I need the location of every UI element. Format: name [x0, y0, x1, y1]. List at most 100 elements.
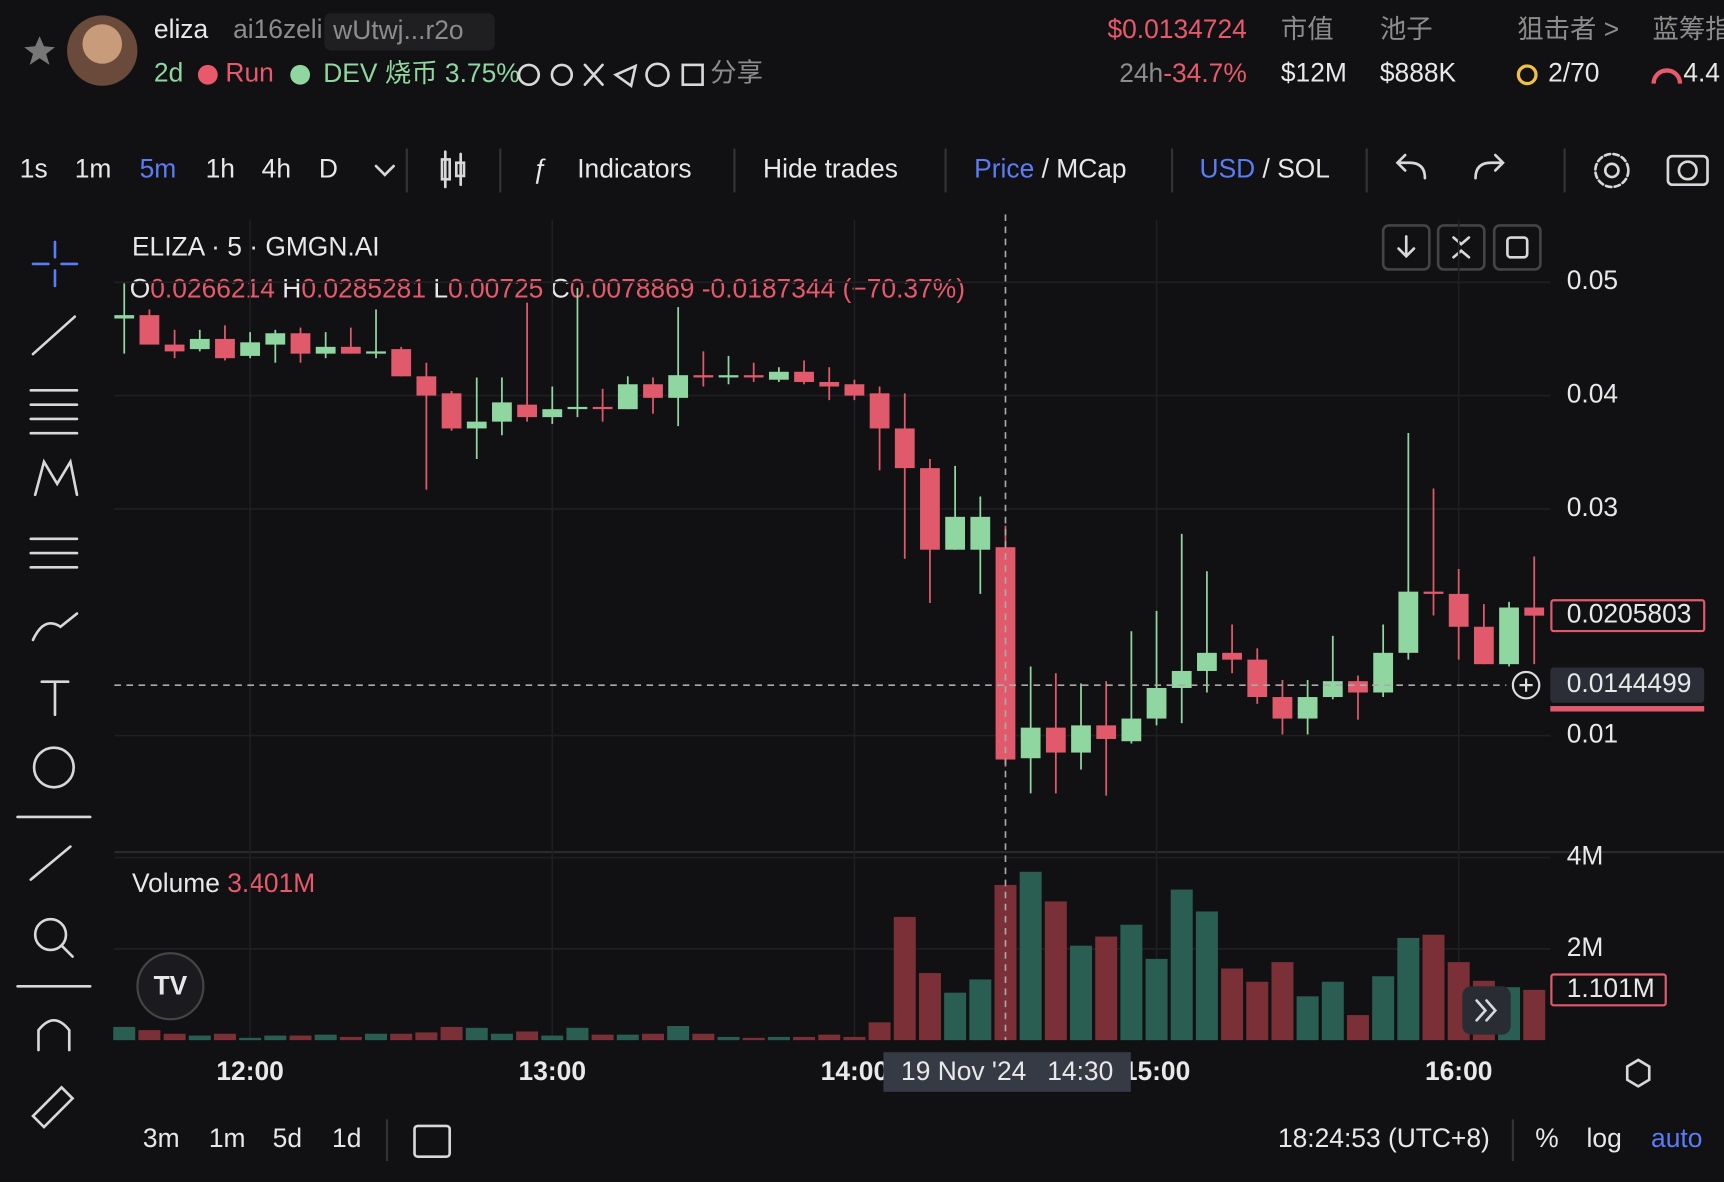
candle-body	[1423, 591, 1444, 594]
volume-bar	[868, 1022, 891, 1041]
pane-buttons[interactable]	[1381, 224, 1542, 271]
stat-label: 市值	[1281, 14, 1334, 44]
candle-body	[1171, 670, 1192, 688]
dev: DEV 烧币 3.75%	[323, 58, 519, 88]
volume-bar	[1523, 989, 1546, 1041]
volume-bar	[1145, 958, 1168, 1041]
add-alert-plus	[1519, 678, 1533, 692]
candle-body	[1247, 659, 1268, 698]
range[interactable]: 1m	[209, 1123, 246, 1153]
interval[interactable]: 5m	[140, 153, 177, 183]
volume-bar	[843, 1036, 866, 1041]
volume-bar	[1019, 871, 1042, 1041]
hide-trades[interactable]: Hide trades	[763, 153, 898, 183]
candle-body	[1272, 697, 1293, 719]
candle-body	[542, 409, 563, 418]
candle-body	[1096, 725, 1117, 739]
volume-bar	[541, 1035, 564, 1041]
volume-bar	[365, 1033, 388, 1041]
share[interactable]: 分享	[710, 58, 763, 88]
sol-toggle[interactable]: SOL	[1277, 153, 1330, 183]
volume-bar	[918, 973, 941, 1041]
axis-settings[interactable]	[1625, 1058, 1651, 1088]
interval[interactable]: 1h	[206, 153, 235, 183]
volume-bar	[818, 1034, 841, 1041]
favorite-star[interactable]	[24, 36, 55, 65]
stat-value: $12M	[1281, 58, 1347, 88]
volume-bar	[1044, 901, 1067, 1041]
add-alert[interactable]	[1511, 670, 1541, 700]
address-box[interactable]	[324, 13, 495, 51]
volume-bar	[465, 1027, 488, 1041]
price-toggle[interactable]: Price	[974, 153, 1034, 183]
calendar[interactable]	[413, 1124, 452, 1159]
interval-dropdown[interactable]	[374, 164, 395, 177]
candle-body	[1121, 718, 1142, 742]
intervals: 1s 1m 5m 1h 4h D	[20, 153, 338, 183]
candle-body	[1448, 593, 1469, 627]
chart-title: ELIZA · 5 · GMGN.AI	[132, 231, 380, 261]
slash: /	[1042, 153, 1050, 183]
price: $0.0134724	[1107, 14, 1246, 44]
candle-body	[164, 344, 185, 352]
candle-body	[466, 421, 487, 429]
candle-body	[114, 315, 135, 319]
range[interactable]: 1d	[332, 1123, 361, 1153]
undo[interactable]	[1395, 153, 1427, 180]
interval[interactable]: 1s	[20, 153, 48, 183]
interval[interactable]: 1m	[75, 153, 112, 183]
candle-body	[1348, 681, 1368, 693]
volume-bar	[944, 992, 967, 1041]
candle-body	[1373, 652, 1394, 693]
drawing-tools[interactable]	[16, 240, 92, 1129]
tv-logo[interactable]	[136, 952, 205, 1021]
settings[interactable]	[1594, 152, 1630, 189]
price-mcap[interactable]: Price / MCap	[974, 153, 1126, 183]
range[interactable]: 3m	[143, 1123, 180, 1153]
candle-body	[441, 393, 462, 429]
crosshair-date-box	[883, 1052, 1131, 1092]
volume-bar	[1346, 1015, 1369, 1041]
bluechip-icon	[1651, 68, 1683, 84]
candle-type-icon[interactable]	[440, 150, 466, 189]
percent-scale[interactable]: %	[1535, 1123, 1558, 1153]
indicators[interactable]: Indicators	[577, 153, 691, 183]
crosshair-time: 14:30	[1047, 1056, 1113, 1086]
volume-bar	[969, 979, 992, 1041]
change: 24h-34.7%	[1119, 58, 1247, 88]
run: Run	[225, 58, 273, 88]
volume-bar	[213, 1033, 236, 1041]
candle-body	[643, 384, 663, 398]
ohlc-change: -0.0187344 (−70.37%)	[702, 273, 965, 303]
tv-logo-mark: TV	[154, 970, 188, 1000]
slash: /	[1263, 153, 1271, 183]
interval[interactable]: 4h	[262, 153, 291, 183]
volume-bar	[1397, 937, 1420, 1041]
interval[interactable]: D	[319, 153, 338, 183]
candle-body	[920, 468, 940, 550]
volume-bar	[1422, 934, 1445, 1041]
settings-center	[1603, 162, 1620, 179]
plot: 12:00 13:00 14:00 15:00 16:00 0.01 0.03 0.04 0.0…	[113, 214, 1706, 1092]
redo[interactable]	[1474, 153, 1505, 180]
screenshot[interactable]	[1666, 154, 1709, 187]
stat-label: 蓝筹指	[1653, 14, 1724, 44]
candle-body	[1322, 681, 1343, 698]
token-name: eliza	[154, 14, 209, 44]
volume-bar	[667, 1025, 690, 1041]
auto-scale[interactable]: auto	[1651, 1123, 1702, 1153]
log-scale[interactable]: log	[1587, 1123, 1622, 1153]
volume-tick-label: 2M	[1567, 932, 1604, 962]
volume-bar	[767, 1036, 790, 1041]
usd-toggle[interactable]: USD	[1200, 153, 1256, 183]
candle-body	[819, 381, 840, 387]
candle-body	[844, 384, 865, 396]
candle-body	[1071, 725, 1091, 753]
range[interactable]: 5d	[273, 1123, 302, 1153]
usd-sol[interactable]: USD / SOL	[1200, 153, 1330, 183]
clock: 18:24:53 (UTC+8)	[1278, 1123, 1490, 1153]
candle-body	[1197, 652, 1217, 671]
volume-bar	[1195, 911, 1218, 1041]
mcap-toggle[interactable]: MCap	[1056, 153, 1126, 183]
